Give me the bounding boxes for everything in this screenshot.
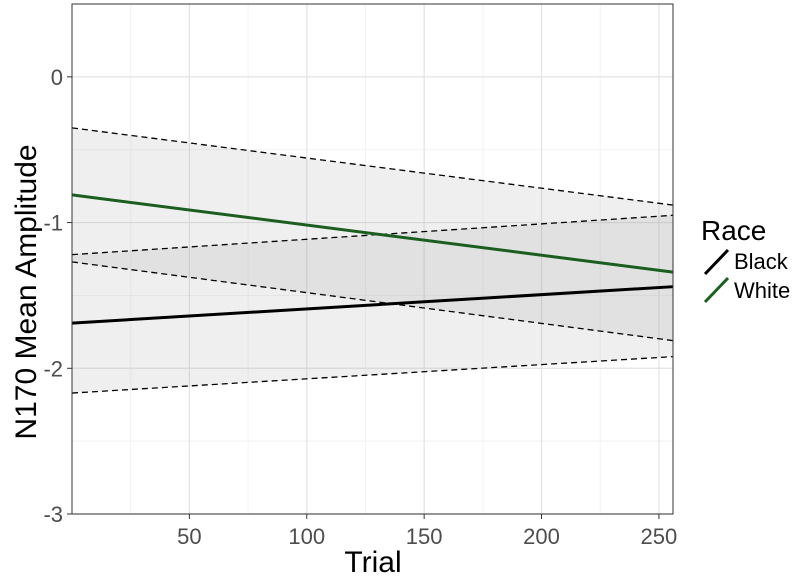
series-line-white [71,193,674,274]
y-tick-label: -1 [43,211,63,236]
axis-ticks: 50 100 150 200 250 -3 -2 -1 0 [43,65,677,549]
x-tick-label: 150 [406,524,443,549]
ci-lower-white [71,261,674,342]
panel-border [71,3,674,515]
ci-upper-white [71,127,674,206]
legend: Race Black White [701,215,790,304]
legend-key-white [703,276,730,304]
y-tick-label: 0 [51,65,63,90]
ci-lower-black [71,355,674,394]
legend-title: Race [701,215,766,246]
x-tick-label: 250 [641,524,678,549]
series-line-black [71,285,674,325]
x-tick-label: 100 [288,524,325,549]
x-axis-title: Trial [344,546,401,576]
y-tick-label: -3 [43,502,63,527]
y-tick-label: -2 [43,356,63,381]
y-axis-title: N170 Mean Amplitude [10,144,43,439]
legend-label-black: Black [734,249,789,274]
legend-label-white: White [734,278,790,303]
x-tick-label: 200 [523,524,560,549]
legend-key-black [703,248,730,276]
x-tick-label: 50 [177,524,201,549]
series-lines [71,193,674,325]
